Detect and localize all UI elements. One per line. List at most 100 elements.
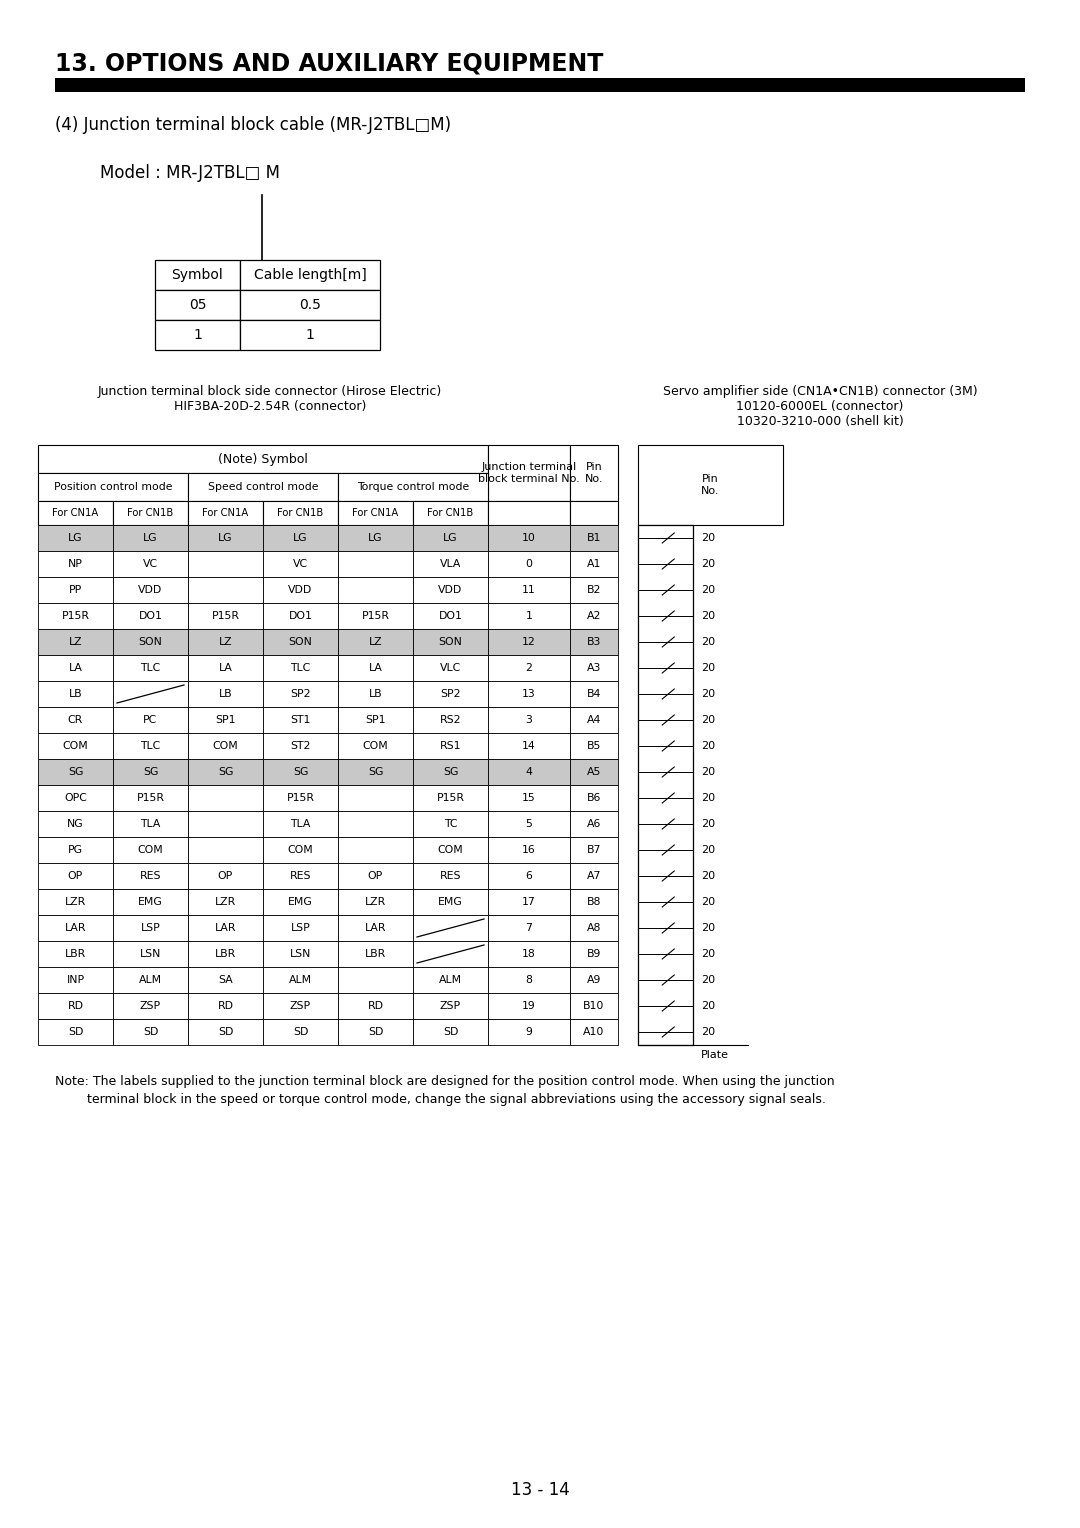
Bar (413, 656, 488, 681)
Bar (570, 889, 618, 915)
Text: 0: 0 (526, 559, 532, 568)
Bar (113, 811, 188, 837)
Text: 18: 18 (522, 949, 536, 960)
Bar (264, 707, 338, 733)
Text: RES: RES (289, 871, 311, 882)
Text: A6: A6 (586, 819, 602, 830)
Bar (38, 604, 113, 630)
Text: 14: 14 (522, 741, 536, 750)
Bar (413, 552, 488, 578)
Bar (488, 889, 570, 915)
Text: CR: CR (68, 715, 83, 724)
Bar (488, 501, 570, 526)
Text: 20: 20 (701, 559, 715, 568)
Text: LSN: LSN (289, 949, 311, 960)
Bar (570, 578, 618, 604)
Text: 16: 16 (522, 845, 536, 856)
Bar (188, 526, 264, 552)
Bar (113, 967, 188, 993)
Bar (188, 785, 264, 811)
Bar (188, 811, 264, 837)
Text: 20: 20 (701, 845, 715, 856)
Bar (38, 837, 113, 863)
Bar (413, 759, 488, 785)
Bar (488, 785, 570, 811)
Bar (488, 630, 570, 656)
Bar (38, 656, 113, 681)
Bar (264, 967, 338, 993)
Bar (113, 501, 188, 526)
Text: Junction terminal block side connector (Hirose Electric)
HIF3BA-20D-2.54R (conne: Junction terminal block side connector (… (98, 385, 442, 413)
Bar (338, 889, 413, 915)
Text: VDD: VDD (138, 585, 163, 594)
Bar (264, 993, 338, 1019)
Text: 1: 1 (526, 611, 532, 620)
Bar (570, 811, 618, 837)
Bar (338, 1019, 413, 1045)
Text: For CN1B: For CN1B (278, 507, 324, 518)
Bar (188, 993, 264, 1019)
Bar (570, 941, 618, 967)
Text: DO1: DO1 (438, 611, 462, 620)
Text: LG: LG (68, 533, 83, 542)
Text: 20: 20 (701, 715, 715, 724)
Text: ST1: ST1 (291, 715, 311, 724)
Bar (188, 501, 264, 526)
Bar (488, 837, 570, 863)
Bar (38, 811, 113, 837)
Bar (156, 319, 240, 350)
Bar (488, 552, 570, 578)
Bar (38, 941, 113, 967)
Text: 1: 1 (306, 329, 314, 342)
Text: B2: B2 (586, 585, 602, 594)
Text: 19: 19 (522, 1001, 536, 1012)
Text: Pin
No.: Pin No. (584, 461, 604, 484)
Bar (488, 993, 570, 1019)
Bar (413, 681, 488, 707)
Bar (113, 889, 188, 915)
Text: TLC: TLC (140, 663, 161, 672)
Bar (413, 889, 488, 915)
Text: A9: A9 (586, 975, 602, 986)
Bar (264, 552, 338, 578)
Bar (338, 733, 413, 759)
Bar (188, 707, 264, 733)
Text: RS2: RS2 (440, 715, 461, 724)
Text: A1: A1 (586, 559, 602, 568)
Bar (570, 993, 618, 1019)
Bar (264, 811, 338, 837)
Text: 7: 7 (526, 923, 532, 934)
Bar (570, 681, 618, 707)
Text: 20: 20 (701, 1027, 715, 1038)
Bar (488, 445, 570, 501)
Bar (338, 707, 413, 733)
Text: B10: B10 (583, 1001, 605, 1012)
Text: P15R: P15R (362, 611, 390, 620)
Text: A10: A10 (583, 1027, 605, 1038)
Text: 20: 20 (701, 1001, 715, 1012)
Text: 12: 12 (522, 637, 536, 646)
Text: B4: B4 (586, 689, 602, 698)
Text: LBR: LBR (215, 949, 237, 960)
Text: SP2: SP2 (291, 689, 311, 698)
Text: DO1: DO1 (138, 611, 162, 620)
Text: COM: COM (137, 845, 163, 856)
Text: VLC: VLC (440, 663, 461, 672)
Text: 5: 5 (526, 819, 532, 830)
Bar (488, 1019, 570, 1045)
Text: Torque control mode: Torque control mode (356, 481, 469, 492)
Bar (488, 604, 570, 630)
Text: SD: SD (68, 1027, 83, 1038)
Bar (413, 578, 488, 604)
Text: Note: The labels supplied to the junction terminal block are designed for the po: Note: The labels supplied to the junctio… (55, 1076, 835, 1088)
Bar (188, 604, 264, 630)
Bar (113, 1019, 188, 1045)
Text: Servo amplifier side (CN1A•CN1B) connector (3M)
10120-6000EL (connector)
10320-3: Servo amplifier side (CN1A•CN1B) connect… (663, 385, 977, 428)
Text: LA: LA (68, 663, 82, 672)
Bar (338, 993, 413, 1019)
Bar (113, 837, 188, 863)
Bar (570, 915, 618, 941)
Text: SD: SD (143, 1027, 158, 1038)
Text: 20: 20 (701, 767, 715, 778)
Bar (113, 707, 188, 733)
